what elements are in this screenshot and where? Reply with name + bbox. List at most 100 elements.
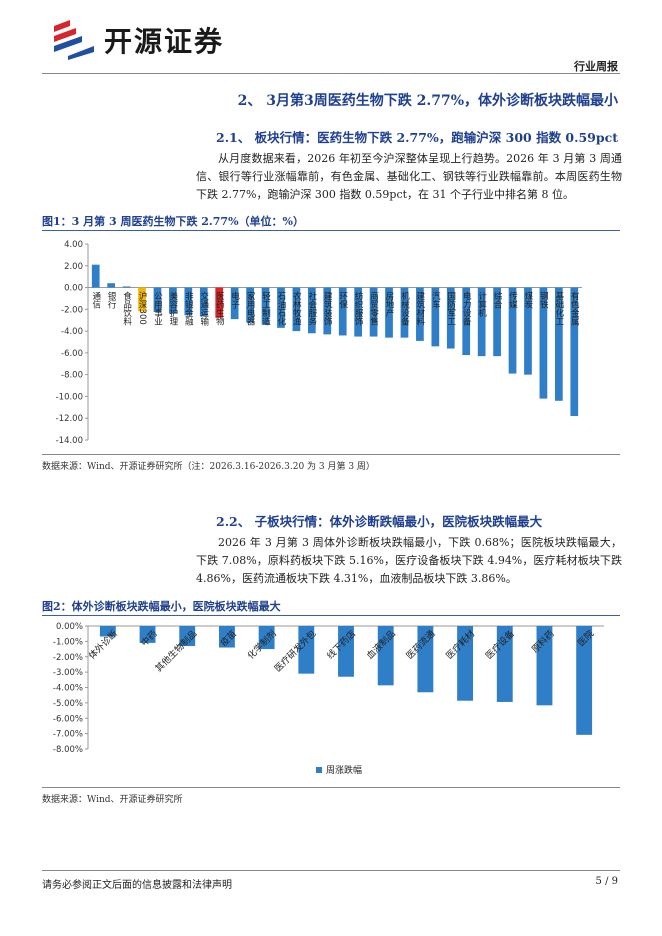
x-tick-label: 家用电器	[245, 291, 255, 327]
bar	[524, 287, 532, 375]
y-tick-label: -6.00%	[53, 714, 83, 724]
page-number: 5 / 9	[595, 876, 618, 887]
y-tick-label: -14.00	[56, 436, 83, 446]
report-tag: 行业周报	[574, 60, 618, 73]
y-tick-label: -10.00	[56, 392, 83, 402]
bar	[462, 287, 471, 356]
bar	[169, 287, 177, 314]
bar	[400, 287, 409, 338]
x-tick-label: 农林牧渔	[291, 291, 301, 326]
source-rule	[42, 787, 620, 788]
bar	[153, 287, 162, 313]
x-tick-label: 计算机	[477, 291, 487, 318]
x-tick-label: 公用事业	[152, 292, 162, 326]
x-tick-label: 国防军工	[446, 292, 456, 326]
y-tick-label: -2.00%	[53, 653, 83, 663]
bar	[416, 287, 424, 341]
x-tick-label: 环保	[338, 292, 348, 310]
y-tick-label: -8.00	[61, 371, 83, 381]
y-tick-label: -2.00	[61, 305, 83, 315]
bar	[246, 287, 254, 323]
bar	[179, 626, 196, 646]
logo	[54, 20, 94, 60]
bar	[496, 626, 513, 702]
bar	[369, 287, 378, 337]
bar	[508, 287, 517, 374]
x-tick-label: 传媒	[508, 291, 518, 310]
header-rule	[42, 73, 620, 74]
bar	[258, 626, 275, 650]
y-tick-label: -4.00%	[53, 684, 83, 694]
x-tick-label: 汽车	[430, 291, 440, 310]
y-tick-label: -7.00%	[53, 730, 83, 740]
bar	[139, 626, 156, 643]
bar	[230, 287, 239, 320]
y-tick-label: -6.00	[61, 349, 83, 359]
bar	[292, 287, 301, 332]
sub-title: 2.2、 子板块行情：体外诊断跌幅最小，医院板块跌幅最大	[216, 514, 543, 529]
x-tick-label: 医药生物	[214, 292, 224, 327]
y-tick-label: -8.00%	[53, 745, 83, 755]
bar	[261, 287, 270, 325]
x-tick-label: 银行	[106, 291, 116, 310]
y-tick-label: -3.00%	[53, 668, 83, 678]
bar	[184, 287, 193, 316]
x-tick-label: 煤炭	[523, 291, 533, 310]
legend-label: 周涨跌幅	[326, 764, 362, 776]
bar	[446, 287, 455, 349]
y-tick-label: 0.00%	[56, 622, 83, 632]
x-tick-label: 钢铁	[538, 291, 548, 310]
bar	[536, 626, 553, 706]
x-tick-label: 通信	[91, 291, 101, 310]
bar	[307, 287, 316, 334]
paragraph: 2026 年 3 月第 3 周体外诊断板块跌幅最小，下跌 0.68%；医院板块跌…	[196, 536, 622, 585]
bar	[338, 287, 347, 336]
x-tick-label: 交通运输	[199, 291, 209, 327]
paragraph: 从月度数据来看，2026 年初至今沪深整体呈现上行趋势。2026 年 3 月第 …	[196, 152, 622, 201]
bar	[122, 286, 131, 288]
bar	[570, 287, 579, 417]
y-tick-label: -12.00	[56, 414, 83, 424]
y-tick-label: 2.00	[64, 262, 83, 272]
x-tick-label: 机械设备	[399, 291, 409, 327]
bar	[457, 626, 474, 701]
bar	[323, 287, 332, 335]
bar	[215, 287, 224, 318]
y-tick-label: 4.00	[64, 240, 83, 250]
bar	[199, 287, 208, 317]
x-tick-label: 纺织服饰	[353, 291, 363, 327]
x-tick-label: 电子	[230, 291, 240, 309]
x-tick-label: 美容护理	[168, 291, 178, 326]
bar	[338, 626, 354, 677]
bar	[493, 287, 501, 357]
bar	[417, 626, 434, 693]
y-tick-label: -5.00%	[53, 699, 83, 709]
bar	[554, 287, 563, 401]
x-tick-label: 有色金属	[569, 291, 579, 327]
caption-rule	[42, 615, 620, 616]
bar	[477, 287, 486, 357]
source-note: 数据来源：Wind、开源证券研究所（注：2026.3.16-2026.3.20 …	[42, 462, 375, 472]
bar	[277, 287, 285, 328]
bar	[91, 264, 100, 288]
sub-title: 2.1、 板块行情：医药生物下跌 2.77%，跑输沪深 300 指数 0.59p…	[216, 130, 618, 145]
figure-caption: 图2：体外诊断板块跌幅最小，医院板块跌幅最大	[42, 600, 281, 613]
bar	[354, 287, 363, 337]
x-tick-label: 石油石化	[276, 292, 286, 327]
bar	[576, 626, 593, 735]
section-title: 2、 3月第3周医药生物下跌 2.77%，体外诊断板块跌幅最小	[237, 93, 618, 109]
legend-swatch	[316, 767, 322, 773]
source-rule	[42, 454, 620, 455]
figure-caption: 图1：3 月第 3 周医药生物下跌 2.77%（单位：%）	[42, 215, 304, 228]
x-tick-label: 非银金融	[183, 291, 193, 327]
x-tick-label: 电力设备	[461, 291, 471, 327]
bar	[107, 283, 116, 288]
bar	[385, 287, 393, 338]
bar	[218, 626, 235, 648]
y-tick-label: 0.00	[64, 284, 83, 294]
x-tick-label: 综合	[492, 291, 502, 310]
chart: 4.00 2.00 0.00 -2.00 -4.00 -6.00 -8.00 -10.00 -1…	[56, 240, 582, 446]
x-tick-label: 建筑材料	[415, 291, 425, 327]
x-tick-label: 社会服务	[307, 291, 317, 327]
